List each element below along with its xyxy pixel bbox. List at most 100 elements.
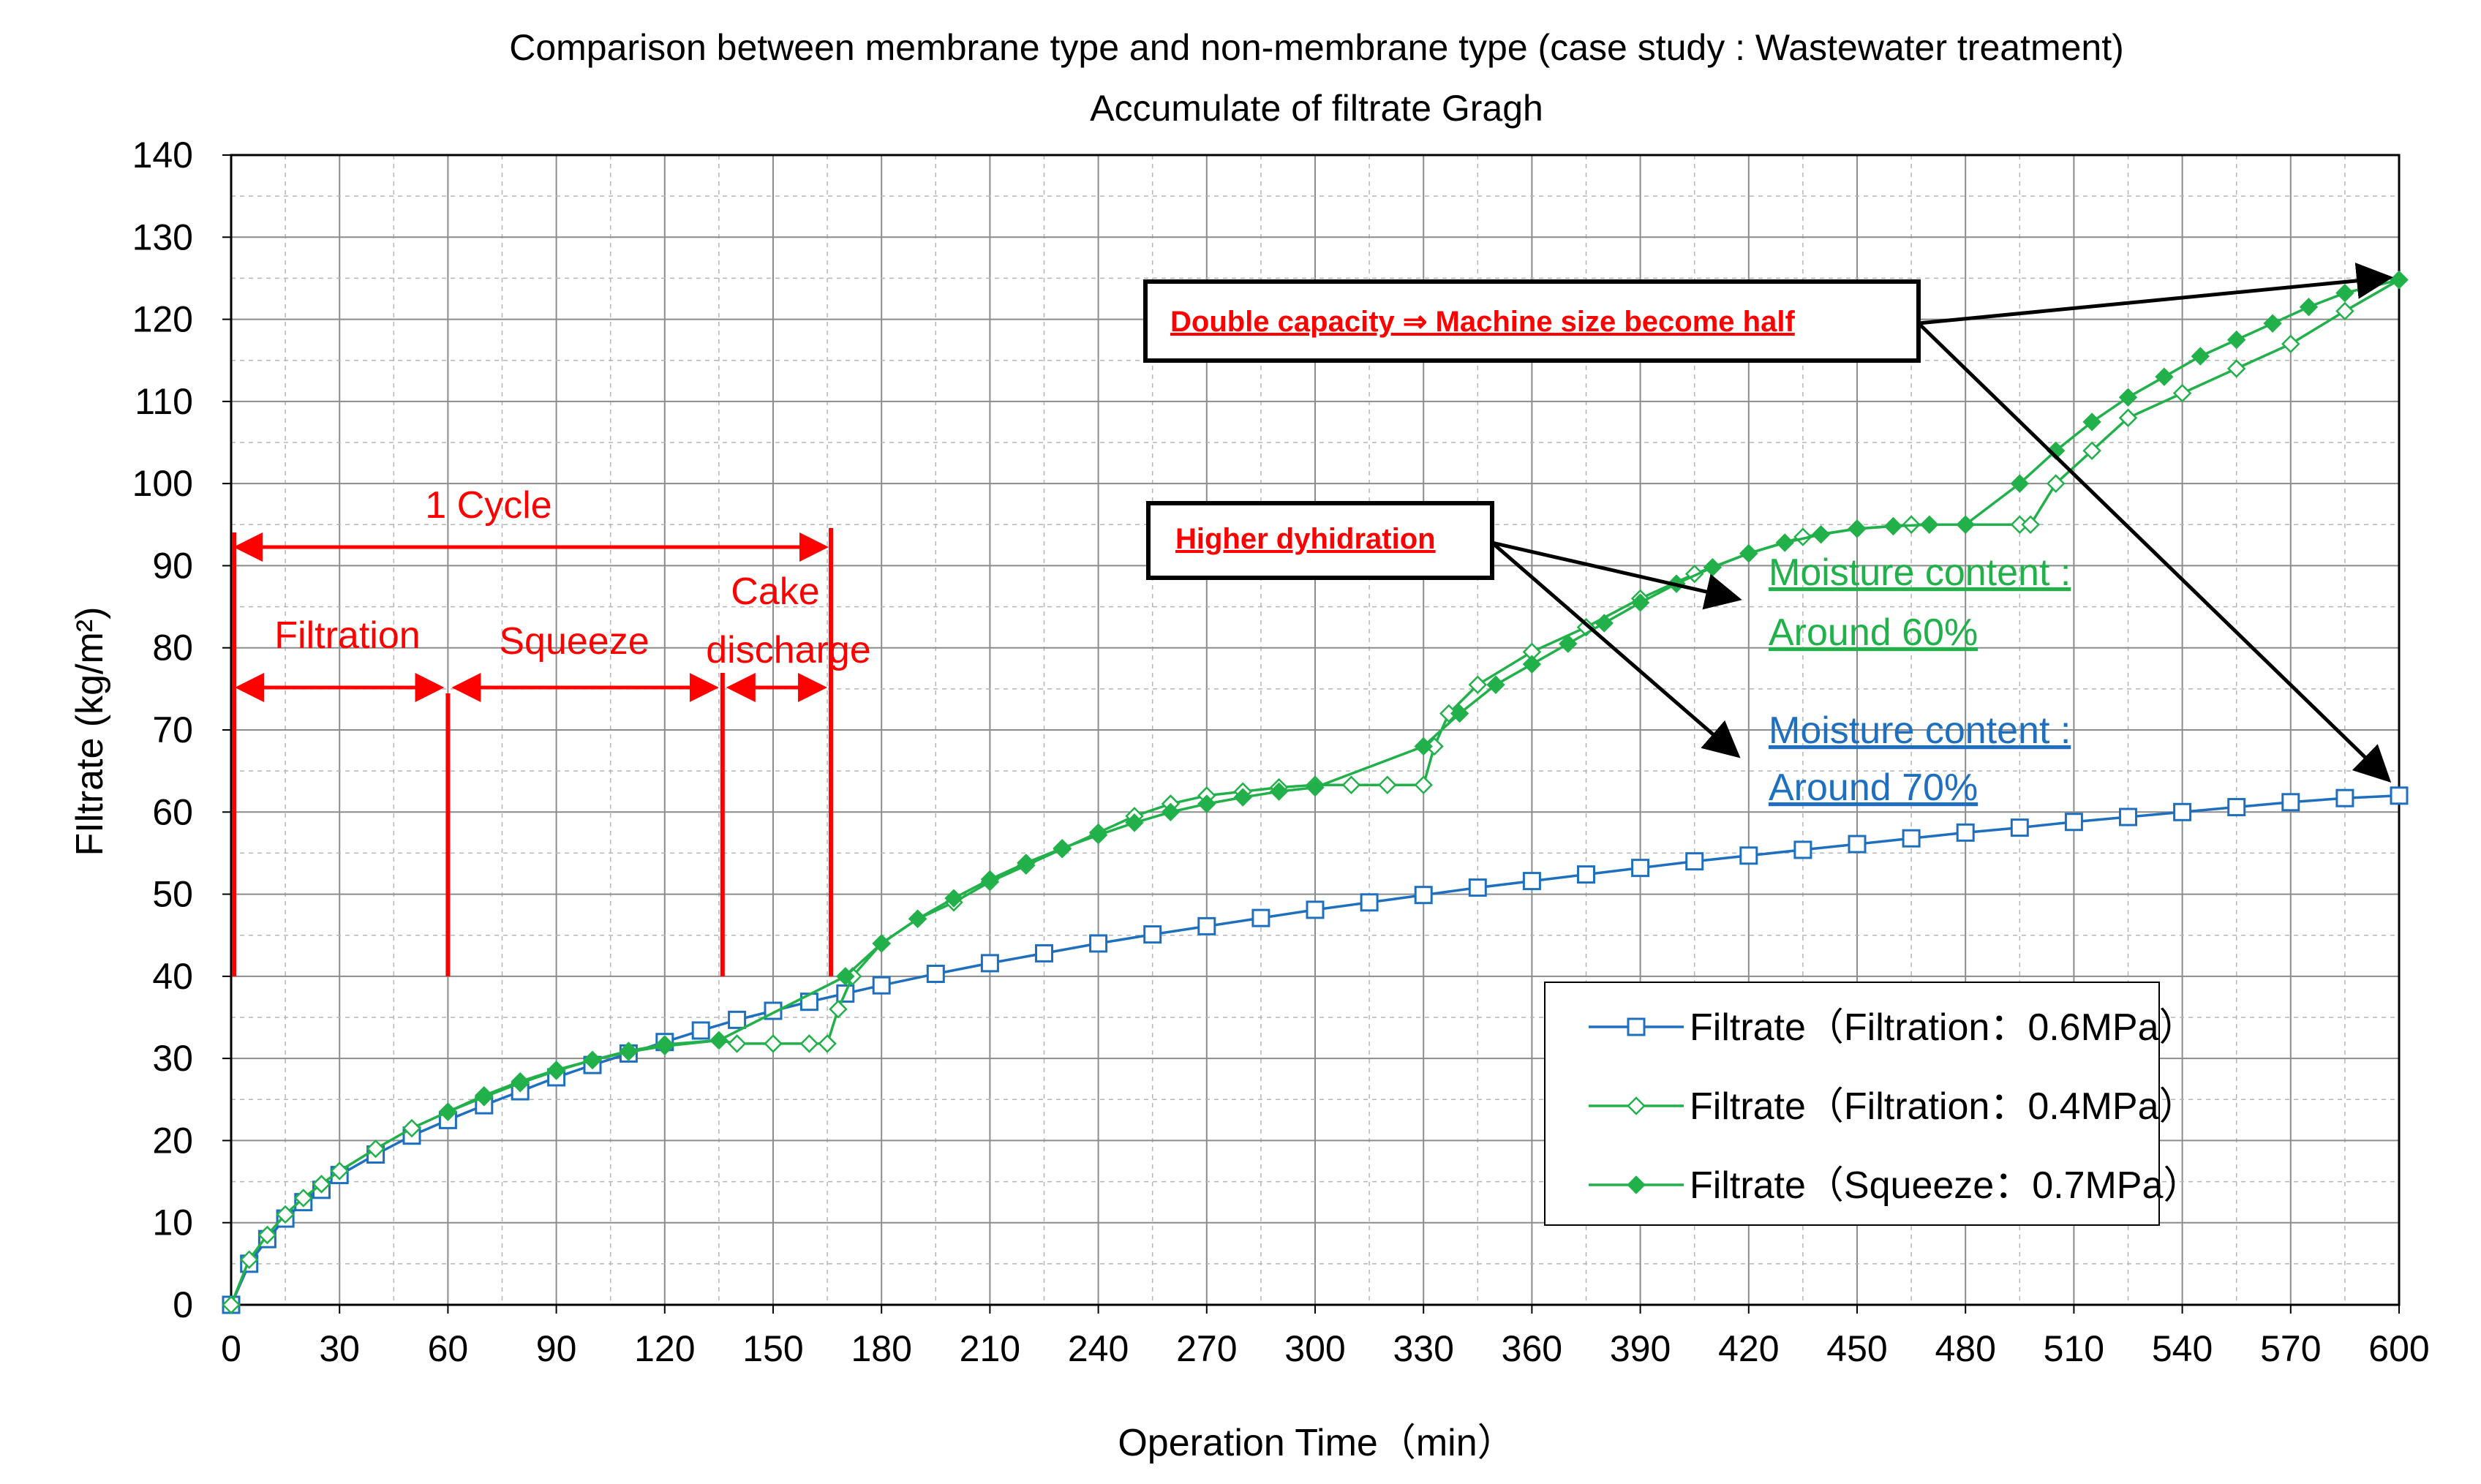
squeeze-label: Squeeze [499, 620, 649, 663]
y-tick-label: 0 [173, 1284, 193, 1325]
y-tick-label: 110 [135, 381, 193, 422]
legend-swatch-marker [1627, 1017, 1646, 1036]
cycle-annotations [232, 528, 834, 976]
data-point [239, 1250, 259, 1270]
data-point [2118, 388, 2138, 407]
arrow-dehydration-to-blue [1491, 541, 1741, 758]
legend-items: Filtrate（Filtration：0.6MPa） Filtrate（Filt… [1589, 1006, 2201, 1207]
data-point [1739, 543, 1758, 563]
capacity-callout-text: Double capacity ⇒ Machine size become ha… [1170, 306, 1795, 338]
data-point [1035, 943, 1053, 963]
data-point [1920, 515, 1939, 534]
arrow-dehydration-to-green [1491, 541, 1742, 610]
data-point [1577, 865, 1595, 884]
data-point [366, 1139, 385, 1159]
moisture-green-line2: Around 60% [1769, 611, 1978, 654]
data-point [691, 1021, 710, 1040]
data-point [2281, 793, 2300, 812]
data-point [1559, 634, 1578, 653]
data-point [2082, 413, 2101, 432]
data-point [1089, 934, 1108, 953]
data-point [1414, 737, 1433, 756]
y-tick-label: 80 [152, 628, 193, 668]
data-point [2010, 818, 2029, 837]
data-point [1956, 515, 1975, 534]
data-point [836, 967, 855, 986]
data-point [257, 1225, 277, 1245]
series-3 [438, 270, 2409, 1121]
data-point [475, 1085, 494, 1105]
data-point [312, 1175, 331, 1194]
data-point [1306, 777, 1325, 797]
data-point [1341, 775, 1361, 794]
x-tick-label: 510 [2044, 1328, 2104, 1369]
y-tick-label: 60 [152, 791, 193, 832]
y-tick-label: 20 [152, 1120, 193, 1161]
data-point [438, 1102, 458, 1121]
moisture-blue-line1: Moisture content : [1769, 709, 2071, 752]
data-point [2064, 813, 2083, 832]
data-point [1631, 859, 1650, 878]
data-point [980, 870, 1000, 889]
data-point [1360, 893, 1379, 912]
data-point [727, 1034, 747, 1053]
data-point [583, 1050, 602, 1070]
data-point [2010, 474, 2030, 493]
legend-swatch-marker [1627, 1096, 1646, 1115]
data-point [2173, 802, 2192, 821]
data-point [908, 909, 927, 928]
data-point [2390, 270, 2409, 290]
data-point [2118, 408, 2138, 428]
y-tick-label: 140 [132, 135, 193, 176]
dehydration-callout-text: Higher dyhidration [1175, 523, 1436, 555]
data-point [2281, 334, 2300, 354]
x-tick-label: 210 [960, 1328, 1020, 1369]
data-point [330, 1161, 349, 1180]
data-point [2155, 367, 2174, 386]
data-point [1522, 655, 1542, 674]
legend-swatch-marker [1627, 1175, 1646, 1194]
x-tick-label: 240 [1068, 1328, 1129, 1369]
moisture-green-line1: Moisture content : [1769, 551, 2071, 594]
x-tick-label: 330 [1393, 1328, 1453, 1369]
data-point [2046, 441, 2066, 460]
y-tick-label: 30 [152, 1038, 193, 1079]
legend-item-1: Filtrate（Filtration：0.6MPa） [1589, 1006, 2197, 1049]
x-tick-label: 180 [851, 1328, 911, 1369]
data-point [546, 1061, 566, 1080]
data-point [818, 1034, 837, 1053]
y-axis-ticks: 0 10 20 30 40 50 60 70 80 90 100 110 120 130 140 [132, 135, 231, 1325]
data-point [872, 934, 891, 953]
data-point [944, 889, 963, 908]
y-tick-label: 100 [132, 463, 193, 504]
data-point [728, 1010, 747, 1029]
data-point [294, 1189, 313, 1208]
data-point [1161, 802, 1181, 821]
x-tick-label: 30 [319, 1328, 360, 1369]
x-tick-label: 90 [536, 1328, 577, 1369]
data-point [1739, 846, 1758, 865]
x-tick-label: 540 [2152, 1328, 2213, 1369]
data-point [2335, 283, 2354, 303]
data-point [2021, 515, 2040, 535]
data-point [2226, 330, 2246, 350]
chart-subtitle: Accumulate of filtrate Gragh [1090, 88, 1543, 129]
data-point [829, 1000, 848, 1019]
data-point [1685, 852, 1704, 871]
data-point [1017, 854, 1036, 873]
data-point [1306, 900, 1325, 919]
x-axis-title: Operation Time（min） [1118, 1422, 1515, 1464]
y-tick-label: 120 [132, 299, 193, 340]
data-point [1775, 533, 1794, 552]
x-tick-label: 480 [1935, 1328, 1995, 1369]
data-point [1143, 925, 1162, 944]
cycle-label: 1 Cycle [425, 484, 551, 527]
x-tick-label: 0 [221, 1328, 241, 1369]
data-point [1414, 886, 1433, 905]
x-tick-label: 360 [1502, 1328, 1562, 1369]
data-point [2191, 347, 2210, 366]
x-axis-ticks: 0 30 60 90 120 150 180 210 240 270 300 330 360 390 420… [221, 1305, 2430, 1369]
data-point [222, 1295, 241, 1314]
